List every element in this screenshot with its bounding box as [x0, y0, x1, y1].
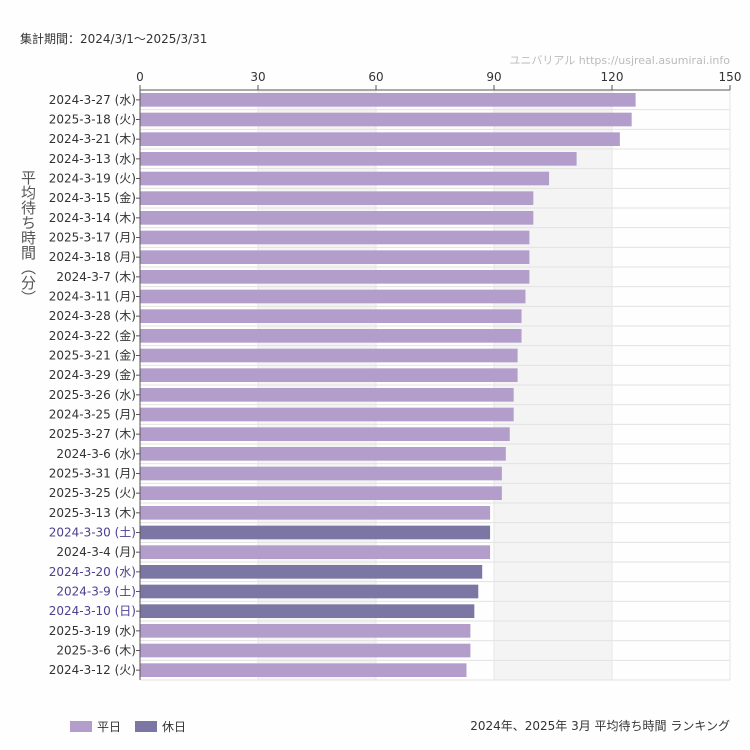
y-tick-label: 2025-3-25 (火) [49, 486, 136, 500]
bar [140, 545, 491, 559]
y-tick-label: 2024-3-13 (水) [49, 152, 136, 166]
y-tick-label: 2024-3-19 (火) [49, 172, 136, 186]
bar [140, 525, 491, 540]
bar [140, 289, 526, 304]
y-tick-label: 2025-3-27 (木) [49, 427, 136, 441]
bar [140, 368, 518, 382]
y-tick-label: 2024-3-30 (土) [49, 526, 136, 540]
bar [140, 152, 577, 166]
bar [140, 506, 491, 520]
x-tick-label: 120 [601, 70, 624, 84]
bar [140, 624, 471, 638]
bar [140, 466, 502, 481]
bar [140, 270, 530, 284]
bar [140, 132, 620, 146]
x-tick-label: 90 [486, 70, 501, 84]
x-tick-label: 0 [136, 70, 144, 84]
y-tick-label: 2024-3-20 (水) [49, 565, 136, 579]
chart-caption: 2024年、2025年 3月 平均待ち時間 ランキング [470, 719, 730, 733]
y-tick-label: 2025-3-18 (火) [49, 113, 136, 127]
bar [140, 663, 467, 677]
bar [140, 486, 502, 500]
bar [140, 348, 518, 363]
bar [140, 329, 522, 343]
y-tick-label: 2024-3-7 (木) [56, 270, 136, 284]
y-tick-label: 2025-3-13 (木) [49, 506, 136, 520]
legend-holiday: 休日 [135, 718, 186, 735]
y-tick-label: 2024-3-27 (水) [49, 93, 136, 107]
bar [140, 388, 514, 402]
y-tick-label: 2024-3-28 (木) [49, 309, 136, 323]
y-tick-label: 2024-3-18 (月) [49, 250, 136, 264]
y-tick-label: 2025-3-17 (月) [49, 231, 136, 245]
x-tick-label: 60 [368, 70, 383, 84]
x-tick-label: 30 [250, 70, 265, 84]
y-tick-label: 2024-3-14 (木) [49, 211, 136, 225]
bar [140, 427, 510, 441]
y-tick-label: 2025-3-26 (水) [49, 388, 136, 402]
bar [140, 565, 483, 579]
y-tick-label: 2024-3-10 (日) [49, 604, 136, 618]
bar [140, 230, 530, 245]
y-tick-label: 2024-3-29 (金) [49, 367, 136, 382]
y-tick-label: 2024-3-11 (月) [49, 290, 136, 304]
site-watermark: ユニバリアル https://usjreal.asumirai.info [509, 54, 730, 67]
bar [140, 407, 514, 422]
y-tick-label: 2025-3-19 (水) [49, 624, 136, 638]
y-tick-label: 2025-3-21 (金) [49, 348, 136, 363]
bar [140, 191, 534, 205]
bar [140, 309, 522, 323]
y-axis-label: 平均待ち時間（分） [19, 170, 37, 305]
bar [140, 584, 479, 599]
y-tick-label: 2024-3-25 (月) [49, 408, 136, 422]
y-tick-label: 2025-3-6 (木) [56, 644, 136, 658]
bar [140, 112, 632, 127]
y-tick-label: 2024-3-22 (金) [49, 328, 136, 343]
legend-weekday: 平日 [70, 718, 121, 735]
y-tick-label: 2024-3-15 (金) [49, 190, 136, 205]
period-label: 集計期間：2024/3/1～2025/3/31 [20, 32, 208, 46]
y-tick-label: 2025-3-31 (月) [49, 467, 136, 481]
bar [140, 604, 475, 618]
bar [140, 211, 534, 225]
bar [140, 643, 471, 658]
bar [140, 93, 636, 107]
x-tick-label: 150 [719, 70, 742, 84]
y-tick-label: 2024-3-9 (土) [56, 585, 136, 599]
y-tick-label: 2024-3-6 (水) [56, 447, 136, 461]
y-tick-label: 2024-3-12 (火) [49, 663, 136, 677]
y-tick-label: 2024-3-21 (木) [49, 132, 136, 146]
y-tick-label: 2024-3-4 (月) [56, 545, 136, 559]
legend: 平日 休日 [70, 718, 186, 735]
bar [140, 250, 530, 264]
bar [140, 171, 550, 186]
bar [140, 447, 506, 461]
